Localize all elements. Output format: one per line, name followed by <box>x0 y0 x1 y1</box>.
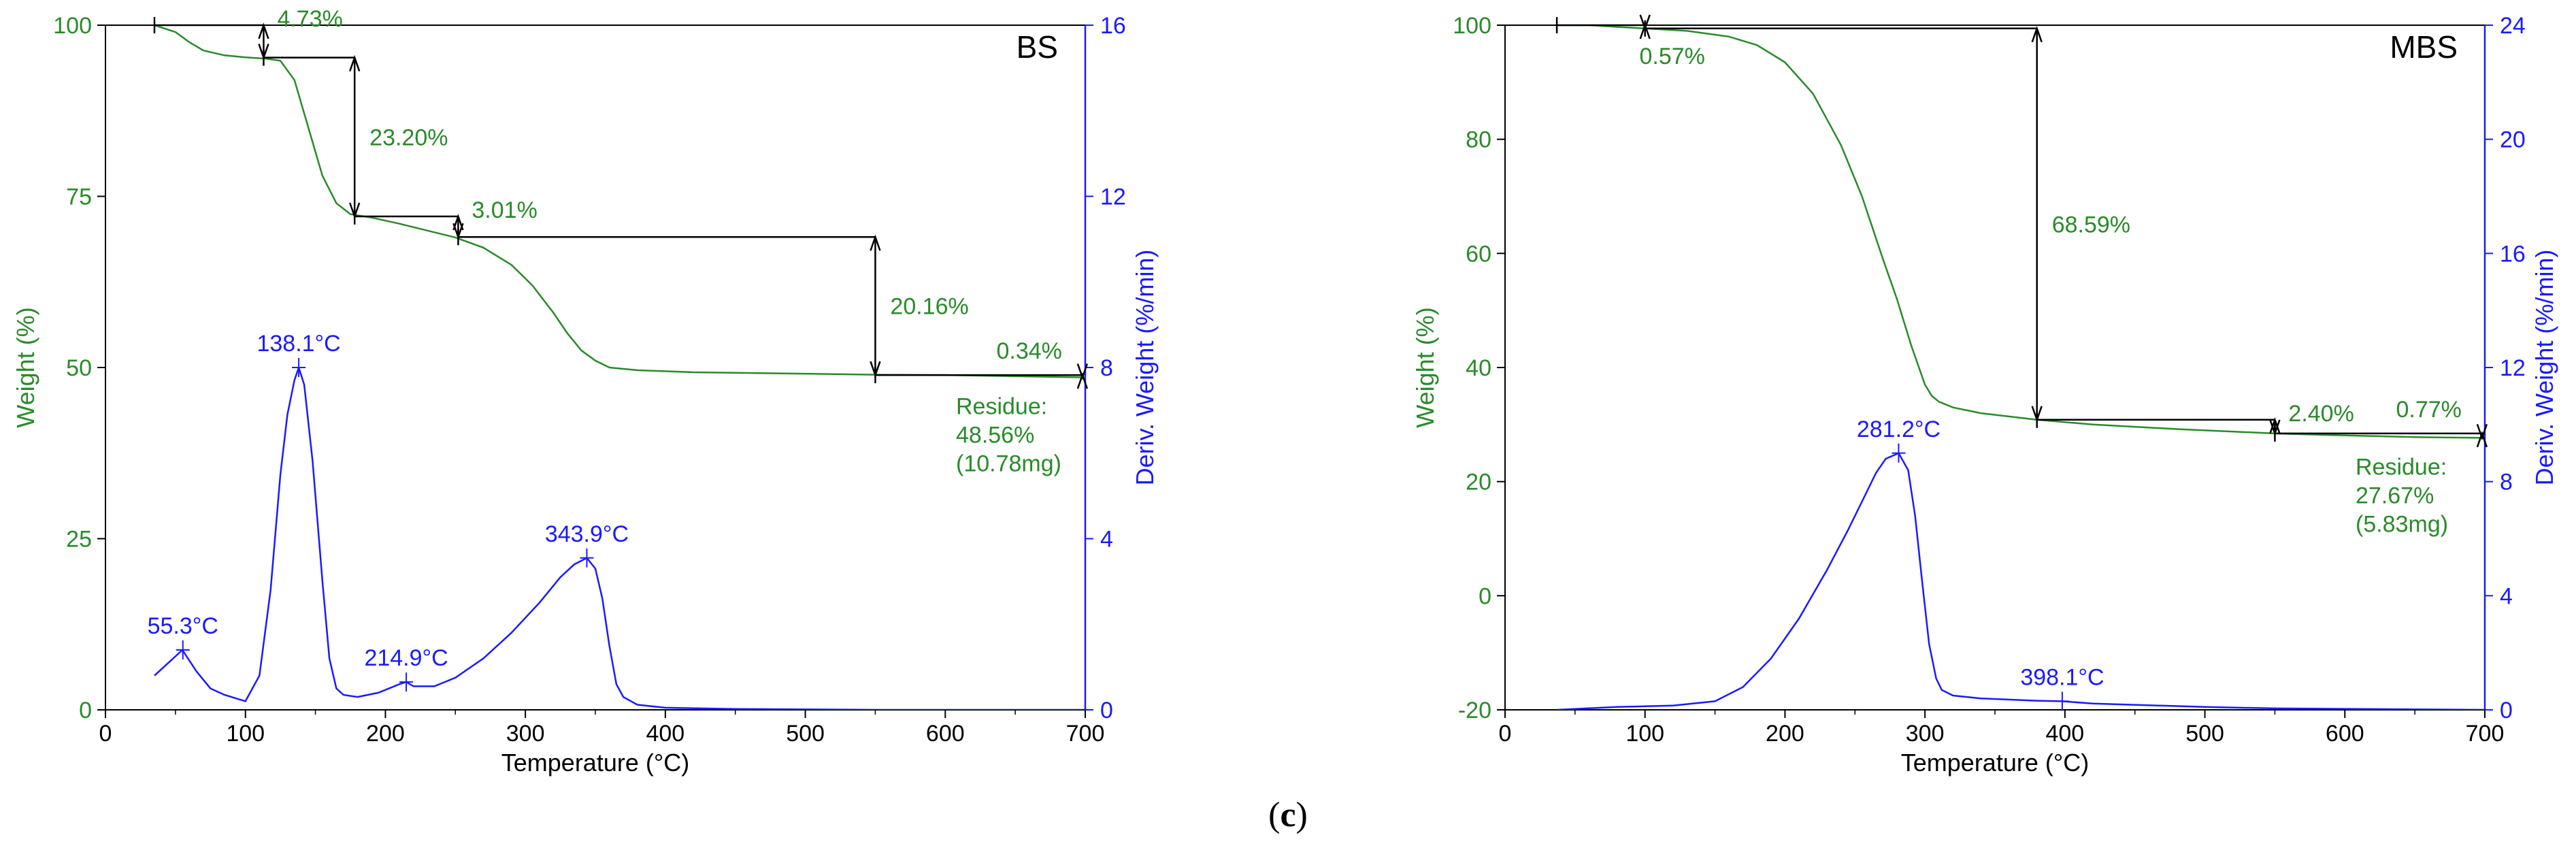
step-percent-label: 3.01% <box>472 197 537 223</box>
step-percent-label: 20.16% <box>890 294 968 320</box>
y2-axis-title: Deriv. Weight (%/min) <box>2530 250 2558 486</box>
x-tick-label: 200 <box>1766 721 1804 747</box>
step-percent-label: 4.73% <box>277 6 342 32</box>
deriv-weight-curve <box>154 364 1085 710</box>
y-tick-label: 75 <box>66 184 92 210</box>
residue-title: Residue: <box>956 393 1047 419</box>
y-tick-label: 80 <box>1466 127 1491 153</box>
y2-tick-label: 12 <box>2500 355 2526 381</box>
step-arrow-up <box>348 54 361 71</box>
x-tick-label: 0 <box>1499 721 1512 747</box>
plot-frame <box>105 25 1086 711</box>
peak-temperature-label: 214.9°C <box>364 645 448 671</box>
y2-tick-label: 0 <box>1100 698 1113 723</box>
y2-tick-label: 8 <box>1100 355 1113 381</box>
y2-axis-title: Deriv. Weight (%/min) <box>1131 250 1159 486</box>
step-percent-label: 0.77% <box>2396 397 2461 423</box>
x-tick-label: 100 <box>226 721 265 747</box>
y2-tick-label: 20 <box>2500 127 2526 153</box>
figure-caption: (c) <box>0 795 2576 835</box>
residue-title: Residue: <box>2356 454 2447 480</box>
caption-close-paren: ) <box>1295 796 1308 834</box>
y-tick-label: 0 <box>79 698 92 723</box>
chart-panel-bs: 0 100 200 300 400 500 600 70002550751000481216T… <box>12 6 1159 777</box>
caption-open-paren: ( <box>1268 796 1281 834</box>
step-percent-label: 68.59% <box>2052 212 2130 238</box>
step-arrow-up <box>258 22 269 39</box>
y-tick-label: 25 <box>66 527 92 553</box>
x-tick-label: 300 <box>1906 721 1945 747</box>
y2-tick-label: 16 <box>1100 13 1126 39</box>
x-tick-label: 400 <box>2045 721 2084 747</box>
x-tick-label: 0 <box>99 721 112 747</box>
residue-percent: 27.67% <box>2356 483 2434 508</box>
y2-tick-label: 4 <box>1100 527 1113 553</box>
x-tick-label: 400 <box>646 721 684 747</box>
caption-letter: c <box>1280 796 1296 834</box>
y2-tick-label: 8 <box>2500 470 2513 495</box>
weight-curve <box>154 25 1085 378</box>
step-arrow-up <box>2269 417 2281 434</box>
residue-mass: (10.78mg) <box>956 451 1061 476</box>
y-tick-label: 20 <box>1466 470 1491 495</box>
deriv-weight-curve <box>1557 452 2485 710</box>
y2-tick-label: 24 <box>2500 13 2526 39</box>
y2-tick-label: 12 <box>1100 184 1126 210</box>
x-tick-label: 700 <box>2466 721 2505 747</box>
peak-temperature-label: 281.2°C <box>1857 417 1941 442</box>
x-tick-label: 500 <box>786 721 825 747</box>
x-tick-label: 700 <box>1066 721 1105 747</box>
step-arrow-down <box>2476 423 2488 441</box>
y2-tick-label: 0 <box>2500 698 2513 723</box>
y-axis-title: Weight (%) <box>1411 307 1439 427</box>
y-tick-label: 40 <box>1466 355 1491 381</box>
step-arrow-up <box>2031 25 2043 43</box>
y-tick-label: 50 <box>66 355 92 381</box>
peak-temperature-label: 55.3°C <box>148 613 218 639</box>
plot-frame <box>1504 25 2486 711</box>
y-tick-label: -20 <box>1458 698 1491 723</box>
y-tick-label: 100 <box>1453 13 1491 39</box>
residue-mass: (5.83mg) <box>2356 511 2448 537</box>
step-percent-label: 0.57% <box>1640 44 1705 69</box>
chart-panel-mbs: 0 100 200 300 400 500 600 700 -20 0 20 40 60 80 100 0 4 8… <box>1411 13 2558 777</box>
x-tick-label: 100 <box>1625 721 1664 747</box>
y2-tick-label: 16 <box>2500 241 2526 267</box>
step-percent-label: 2.40% <box>2288 401 2354 427</box>
x-tick-label: 500 <box>2185 721 2224 747</box>
step-percent-label: 23.20% <box>369 125 448 150</box>
y-axis-title: Weight (%) <box>12 307 39 427</box>
x-tick-label: 300 <box>506 721 545 747</box>
y-tick-label: 0 <box>1479 583 1491 609</box>
y2-tick-label: 4 <box>2500 583 2513 609</box>
x-tick-label: 600 <box>2326 721 2364 747</box>
panel-label: BS <box>1017 29 1058 65</box>
peak-temperature-label: 138.1°C <box>257 331 340 357</box>
weight-curve <box>1557 25 2485 439</box>
panel-label: MBS <box>2390 29 2458 65</box>
y-tick-label: 100 <box>53 13 92 39</box>
x-tick-label: 200 <box>366 721 405 747</box>
x-axis-title: Temperature (°C) <box>1901 749 2089 777</box>
peak-temperature-label: 398.1°C <box>2020 664 2104 690</box>
step-arrow-up <box>870 234 881 251</box>
peak-temperature-label: 343.9°C <box>545 521 629 547</box>
step-arrow-up <box>2476 431 2488 448</box>
x-tick-label: 600 <box>926 721 965 747</box>
y-tick-label: 60 <box>1466 241 1491 267</box>
x-axis-title: Temperature (°C) <box>501 749 689 777</box>
residue-percent: 48.56% <box>956 422 1034 448</box>
step-percent-label: 0.34% <box>996 338 1061 364</box>
step-arrow-down <box>1076 363 1089 380</box>
